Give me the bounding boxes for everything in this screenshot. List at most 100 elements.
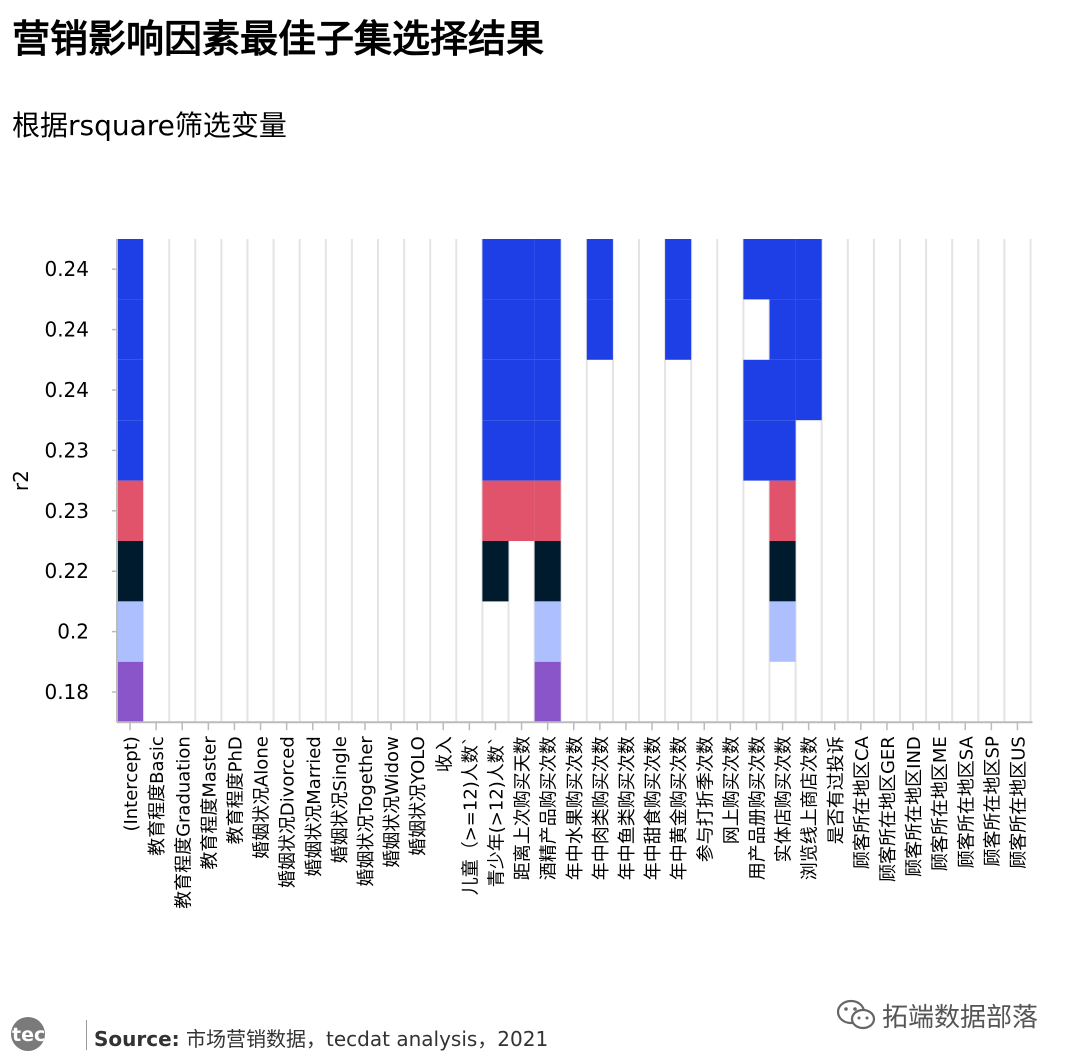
- y-tick-label: 0.23: [44, 438, 89, 462]
- x-tick-label: 年中水果购买次数: [565, 736, 586, 880]
- heatmap-cell: [743, 239, 770, 300]
- source-text: 市场营销数据，tecdat analysis，2021: [186, 1027, 549, 1051]
- heatmap-cell: [769, 299, 796, 360]
- heatmap-cell: [117, 601, 144, 662]
- x-tick-label: 顾客所在地区ME: [930, 736, 951, 871]
- heatmap-cell: [117, 239, 144, 300]
- x-tick-label: 顾客所在地区CA: [852, 736, 873, 870]
- heatmap-cell: [743, 359, 770, 421]
- heatmap-cell: [117, 661, 144, 723]
- x-tick-label: 年中甜食购买次数: [643, 736, 664, 880]
- heatmap-cell: [769, 359, 796, 421]
- heatmap-cell: [534, 239, 561, 300]
- x-tick-label: 距离上次购买天数: [513, 736, 534, 880]
- heatmap-cell: [586, 239, 613, 300]
- x-tick-label: 网上购买次数: [721, 736, 742, 844]
- heatmap-cell: [534, 601, 561, 662]
- logo-text: tecdat: [12, 1024, 80, 1046]
- heatmap-cell: [795, 359, 822, 421]
- heatmap-cell: [795, 239, 822, 300]
- y-tick-label: 0.23: [44, 499, 89, 523]
- heatmap-cell: [534, 420, 561, 481]
- y-tick-label: 0.22: [44, 559, 89, 583]
- heatmap-cell: [117, 299, 144, 360]
- heatmap-cell: [117, 480, 144, 541]
- x-tick-label: 顾客所在地区GER: [878, 736, 899, 882]
- x-tick-label: 婚姻状况YOLO: [408, 736, 429, 856]
- x-tick-label: 教育程度PhD: [225, 736, 246, 844]
- heatmap-cell: [508, 420, 535, 481]
- subset-selection-heatmap: (Intercept) 教育程度Basic 教育程度Graduation 教育程度Ma…: [9, 239, 1033, 909]
- y-tick-label: 0.18: [44, 680, 89, 704]
- heatmap-cell: [769, 601, 796, 662]
- wechat-icon: [836, 999, 876, 1030]
- x-tick-label: 用产品册购买次数: [747, 736, 768, 880]
- heatmap-cell: [508, 239, 535, 300]
- axes: (Intercept) 教育程度Basic 教育程度Graduation 教育程度Ma…: [9, 239, 1033, 909]
- heatmap-cell: [743, 420, 770, 481]
- x-tick-label: (Intercept): [121, 736, 142, 831]
- x-tick-label: 儿童（>=12)人数`: [460, 736, 481, 895]
- heatmap-cell: [482, 541, 509, 602]
- heatmap-cell: [795, 299, 822, 360]
- heatmap-cell: [665, 299, 692, 360]
- x-tick-label: 婚姻状况Single: [330, 736, 351, 863]
- x-tick-label: 青少年(>12)人数`: [486, 736, 507, 887]
- x-tick-label: 年中黄金购买次数: [669, 736, 690, 880]
- heatmap-cell: [769, 480, 796, 541]
- heatmap-cell: [117, 541, 144, 602]
- x-tick-label: 年中肉类购买次数: [591, 736, 612, 880]
- heatmap-cell: [534, 299, 561, 360]
- heatmap-cell: [534, 359, 561, 421]
- x-tick-label: 实体店购买次数: [774, 736, 795, 862]
- watermark: 拓端数据部落: [836, 995, 1038, 1035]
- heatmap-cell: [665, 239, 692, 300]
- x-tick-label: 婚姻状况Alone: [252, 736, 273, 859]
- x-tick-label: 顾客所在地区US: [1008, 736, 1029, 869]
- x-tick-label: 婚姻状况Married: [304, 736, 325, 877]
- x-tick-label: 参与打折季次数: [695, 736, 716, 862]
- x-tick-label: 收入: [434, 736, 455, 772]
- heatmap-cells: [117, 239, 822, 723]
- chart-title: 营销影响因素最佳子集选择结果: [12, 17, 545, 61]
- heatmap-cell: [508, 359, 535, 421]
- heatmap-cell: [117, 359, 144, 421]
- heatmap-cell: [117, 420, 144, 481]
- x-tick-label: 顾客所在地区IND: [904, 736, 925, 877]
- x-tick-label: 顾客所在地区SP: [982, 736, 1003, 866]
- chart-subtitle: 根据rsquare筛选变量: [12, 109, 287, 142]
- watermark-text: 拓端数据部落: [882, 1002, 1039, 1033]
- x-tick-label: 婚姻状况Widow: [382, 736, 403, 868]
- x-tick-label: 婚姻状况Together: [356, 736, 377, 887]
- heatmap-cell: [482, 480, 509, 541]
- source-label: Source:: [94, 1027, 180, 1051]
- footer-divider: [86, 1020, 87, 1050]
- y-tick-label: 0.24: [44, 378, 89, 402]
- x-tick-label: 是否有过投诉: [826, 736, 847, 844]
- heatmap-cell: [534, 480, 561, 541]
- grid-lines: [116, 239, 1032, 723]
- heatmap-cell: [586, 299, 613, 360]
- heatmap-cell: [482, 420, 509, 481]
- heatmap-cell: [769, 239, 796, 300]
- heatmap-cell: [482, 239, 509, 300]
- y-tick-label: 0.2: [57, 620, 89, 644]
- x-tick-label: 酒精产品购买次数: [539, 736, 560, 880]
- heatmap-cell: [508, 299, 535, 360]
- heatmap-cell: [534, 661, 561, 723]
- x-tick-label: 教育程度Basic: [147, 736, 168, 856]
- y-tick-label: 0.24: [44, 318, 89, 342]
- tecdat-logo: tecdat: [11, 1017, 80, 1051]
- heatmap-cell: [534, 541, 561, 602]
- x-tick-label: 教育程度Master: [199, 736, 220, 870]
- heatmap-cell: [508, 480, 535, 541]
- heatmap-cell: [769, 541, 796, 602]
- y-axis-label: r2: [9, 470, 33, 491]
- x-tick-label: 顾客所在地区SA: [956, 736, 977, 869]
- x-tick-label: 婚姻状况Divorced: [278, 736, 299, 888]
- heatmap-cell: [482, 359, 509, 421]
- x-tick-label: 浏览线上商店次数: [800, 736, 821, 880]
- heatmap-cell: [482, 299, 509, 360]
- heatmap-cell: [769, 420, 796, 481]
- x-tick-label: 年中鱼类购买次数: [617, 736, 638, 880]
